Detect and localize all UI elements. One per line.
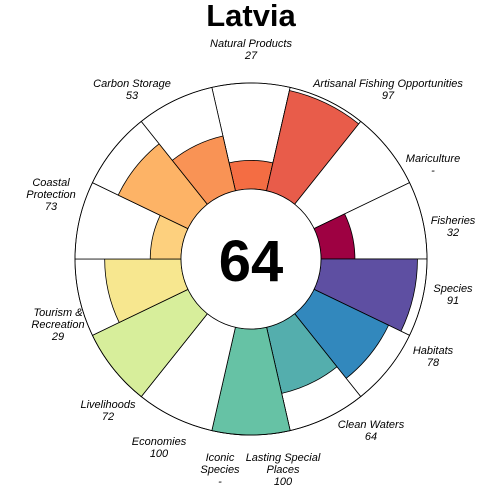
center-circle — [180, 188, 322, 330]
petals-group — [74, 82, 428, 436]
label-iconic-species: Iconic Species - — [200, 452, 240, 488]
label-livelihoods: Livelihoods 72 — [80, 399, 136, 423]
value-coastal-protection: 73 — [45, 201, 58, 213]
label-natural-products: Natural Products 27 — [210, 38, 292, 62]
value-clean-waters: 64 — [365, 431, 377, 443]
value-iconic-species: - — [218, 476, 222, 488]
label-clean-waters: Clean Waters 64 — [338, 419, 405, 443]
outer-ring — [74, 82, 428, 436]
label-lasting-special-places: Lasting Special Places 100 — [246, 452, 321, 488]
label-fisheries: Fisheries 32 — [431, 215, 476, 239]
value-carbon-storage: 53 — [126, 90, 139, 102]
value-species: 91 — [447, 295, 459, 307]
label-habitats: Habitats 78 — [413, 345, 454, 369]
value-economies: 100 — [150, 448, 169, 460]
center-score: 64 — [219, 229, 284, 294]
label-carbon-storage: Carbon Storage 53 — [93, 78, 171, 102]
label-coastal-protection: Coastal Protection 73 — [26, 177, 76, 213]
label-species: Species 91 — [433, 283, 473, 307]
petal-natural-products — [228, 159, 274, 192]
value-fisheries: 32 — [447, 227, 459, 239]
label-tourism-recreation: Tourism & Recreation 29 — [31, 307, 84, 343]
labels-group: Natural Products 27 Artisanal Fishing Oppo… — [26, 38, 476, 488]
value-artisanal-fishing-opportunities: 97 — [382, 90, 395, 102]
label-mariculture: Mariculture - — [406, 153, 460, 177]
value-natural-products: 27 — [244, 50, 258, 62]
label-artisanal-fishing-opportunities: Artisanal Fishing Opportunities 97 — [312, 78, 463, 102]
value-habitats: 78 — [427, 357, 440, 369]
value-tourism-recreation: 29 — [51, 331, 64, 343]
value-lasting-special-places: 100 — [274, 476, 293, 488]
chart-title: Latvia — [206, 0, 296, 33]
value-livelihoods: 72 — [102, 411, 114, 423]
label-economies: Economies 100 — [132, 436, 187, 460]
value-mariculture: - — [431, 165, 435, 177]
